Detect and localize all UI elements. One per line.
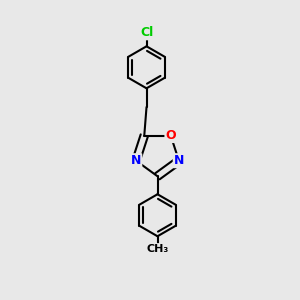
Text: CH₃: CH₃ xyxy=(146,244,169,254)
Text: N: N xyxy=(174,154,184,167)
Text: O: O xyxy=(165,129,176,142)
Text: N: N xyxy=(131,154,141,167)
Text: Cl: Cl xyxy=(140,26,153,39)
